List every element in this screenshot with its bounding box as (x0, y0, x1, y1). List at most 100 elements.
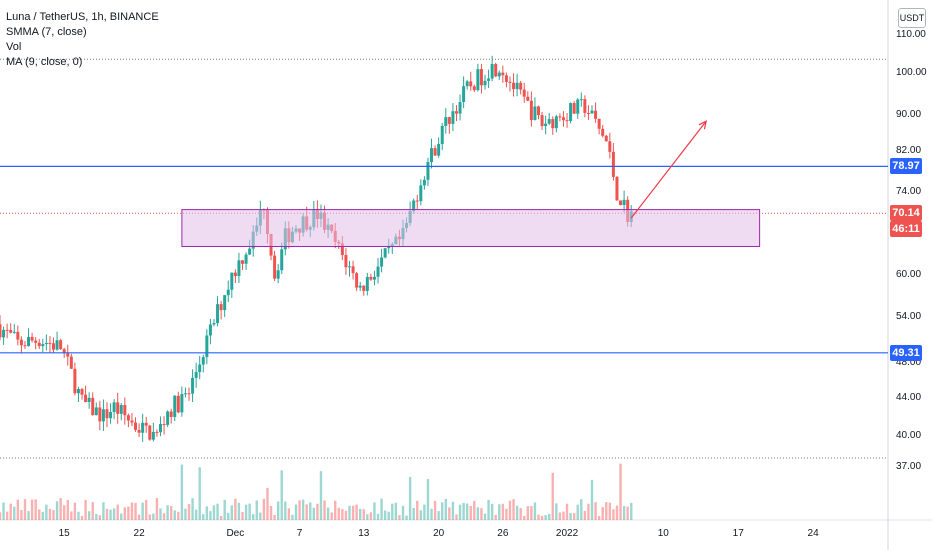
legend-smma[interactable]: SMMA (7, close) (6, 26, 87, 38)
candle-body (41, 344, 45, 347)
volume-bar (605, 502, 608, 520)
volume-bar (587, 503, 590, 520)
candle-body (226, 289, 230, 296)
volume-bar (451, 501, 455, 520)
candle-body (608, 141, 612, 152)
volume-bar (448, 507, 451, 520)
volume-bar (70, 511, 73, 520)
candle-body (19, 339, 23, 346)
currency-button[interactable]: USDT (898, 8, 926, 28)
legend-symbol[interactable]: Luna / TetherUS, 1h, BINANCE (6, 11, 159, 23)
candle-body (355, 273, 359, 288)
candle-body (615, 176, 619, 201)
volume-bar (569, 513, 572, 520)
candle-body (344, 255, 348, 268)
candle-body (347, 266, 351, 268)
volume-bar (419, 510, 423, 520)
candle-body (151, 431, 155, 440)
volume-bar (27, 511, 30, 520)
candle-body (16, 331, 20, 340)
candle-body (611, 151, 615, 177)
candle-body (134, 422, 138, 430)
volume-bar (23, 499, 27, 520)
volume-bar (230, 505, 234, 520)
volume-bar (555, 503, 558, 520)
candle-body (112, 402, 116, 412)
volume-bar (84, 499, 87, 520)
candle-body (458, 102, 462, 114)
candle-body (387, 245, 391, 249)
candle-body (472, 86, 476, 91)
legend-ma[interactable]: MA (9, close, 0) (6, 56, 83, 68)
volume-bar (194, 509, 198, 520)
candle-body (230, 272, 234, 290)
volume-bar (530, 506, 533, 520)
volume-bar (305, 504, 308, 520)
volume-bar (501, 503, 505, 520)
volume-bar (498, 504, 501, 520)
volume-bar (287, 508, 291, 520)
volume-bar (458, 504, 462, 520)
volume-bar (38, 509, 41, 520)
candle-body (148, 425, 152, 440)
candle-body (94, 407, 98, 416)
candle-body (30, 336, 34, 341)
candle-body (415, 200, 419, 202)
volume-bar (41, 511, 44, 520)
candle-body (533, 106, 537, 121)
candle-body (529, 100, 533, 121)
volume-bar (162, 513, 166, 520)
legend-volume[interactable]: Vol (6, 41, 22, 53)
candle-body (508, 81, 512, 83)
candle-body (601, 128, 605, 136)
candle-body (84, 394, 88, 403)
candle-body (469, 81, 473, 87)
volume-bar (212, 505, 216, 520)
volume-bar (597, 515, 601, 520)
candle-body (544, 123, 548, 127)
candle-body (622, 199, 626, 205)
volume-bar (134, 502, 137, 520)
candle-body (369, 276, 373, 280)
candle-body (37, 342, 41, 347)
volume-bar (209, 511, 212, 520)
volume-bar (77, 511, 80, 520)
date-tick-label: 10 (657, 528, 669, 539)
price-tick-label: 100.00 (896, 66, 927, 78)
volume-bar (116, 504, 119, 520)
candle-body (223, 295, 227, 311)
volume-bar (619, 463, 622, 520)
volume-bar (73, 502, 77, 520)
volume-bar (227, 512, 230, 520)
volume-bar (323, 500, 326, 520)
countdown-badge: 46:11 (890, 221, 922, 238)
price-tick-label: 48.00 (896, 357, 922, 369)
volume-bar (548, 513, 551, 520)
candle-body (362, 285, 366, 291)
candle-body (176, 395, 180, 413)
volume-bar (316, 503, 319, 520)
volume-bar (601, 507, 604, 520)
candle-body (205, 335, 209, 358)
candle-body (80, 389, 84, 395)
volume-bar (580, 499, 583, 520)
candle-body (169, 411, 173, 418)
volume-bar (373, 502, 376, 520)
volume-bar (376, 513, 380, 520)
volume-bar (565, 503, 569, 520)
volume-bar (444, 498, 447, 520)
candle-body (576, 99, 580, 114)
candle-body (191, 377, 195, 394)
candle-body (59, 340, 63, 350)
volume-bar (622, 506, 626, 520)
volume-bar (55, 501, 59, 520)
candle-body (579, 99, 583, 101)
support-price-badge: 49.31 (890, 344, 922, 361)
volume-bar (98, 515, 102, 520)
volume-bar (255, 500, 258, 520)
volume-bar (205, 506, 209, 520)
candle-body (187, 393, 191, 395)
volume-bar (276, 501, 280, 520)
